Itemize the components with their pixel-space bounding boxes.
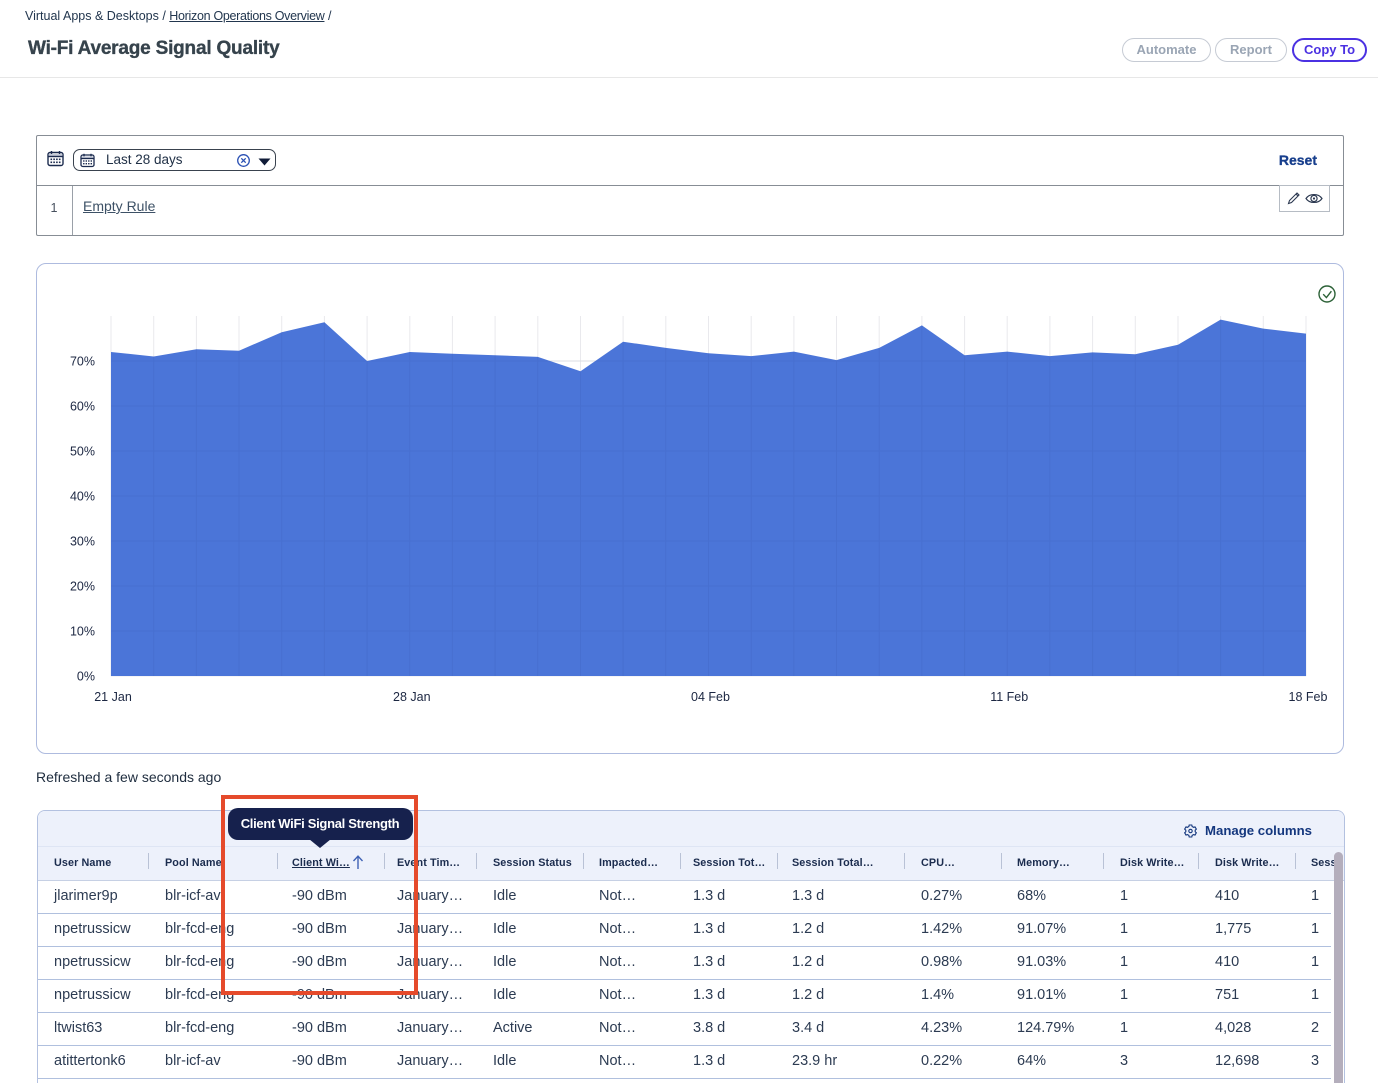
svg-text:18 Feb: 18 Feb xyxy=(1289,690,1328,704)
svg-text:40%: 40% xyxy=(70,490,95,504)
svg-text:04 Feb: 04 Feb xyxy=(691,690,730,704)
svg-text:11 Feb: 11 Feb xyxy=(990,690,1028,704)
svg-text:28 Jan: 28 Jan xyxy=(393,690,431,704)
svg-text:30%: 30% xyxy=(70,535,95,549)
svg-text:60%: 60% xyxy=(70,400,95,414)
svg-text:20%: 20% xyxy=(70,580,95,594)
svg-text:50%: 50% xyxy=(70,445,95,459)
svg-text:21 Jan: 21 Jan xyxy=(94,690,132,704)
svg-text:0%: 0% xyxy=(77,670,95,684)
svg-text:10%: 10% xyxy=(70,625,95,639)
svg-text:70%: 70% xyxy=(70,355,95,369)
